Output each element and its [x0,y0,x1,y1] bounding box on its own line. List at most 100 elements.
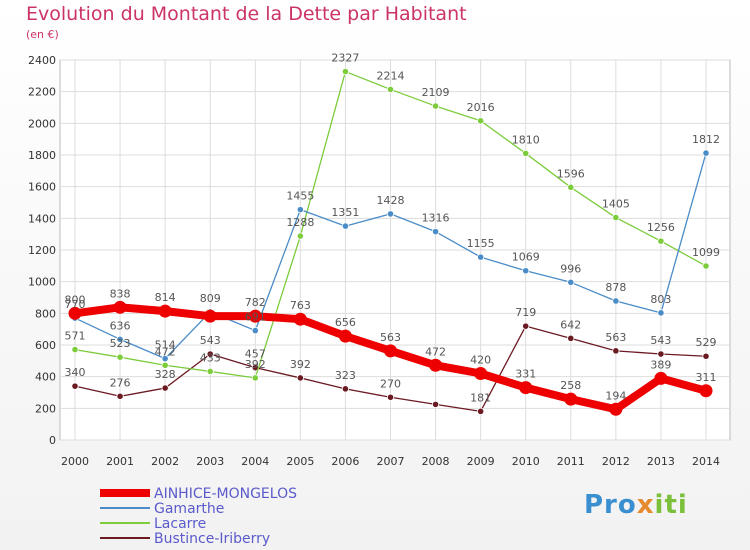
data-label: 2016 [467,101,495,114]
data-point [564,392,578,406]
data-labels: 800 838 814 782 763 656 563 472 420 331 258 194 389 3… [65,52,721,405]
x-tick-label: 2008 [422,455,450,468]
data-label: 642 [560,318,581,331]
data-label: 563 [380,331,401,344]
data-label: 782 [245,296,266,309]
y-tick-label: 800 [35,307,56,320]
data-point [161,384,169,392]
data-point [158,304,172,318]
data-point [612,297,620,305]
data-point [431,228,440,236]
data-point [293,312,307,326]
data-label: 1316 [422,212,450,225]
unit-label: (en €) [26,28,59,41]
y-tick-label: 600 [35,339,56,352]
data-point [341,67,350,76]
data-point [341,222,350,230]
data-label: 181 [470,391,491,404]
y-tick-label: 2200 [28,86,56,99]
x-tick-label: 2012 [602,455,630,468]
data-point [386,393,395,401]
data-point [567,278,575,286]
data-point [477,407,485,415]
data-point [113,300,127,314]
axes: 0 200 400 600 800 1000 1200 1400 1600 1800 2000 220… [28,54,720,468]
data-point [609,402,623,416]
x-tick-label: 2000 [61,455,89,468]
data-label: 800 [65,293,86,306]
x-tick-label: 2009 [467,455,495,468]
legend-label: AINHICE-MONGELOS [154,486,297,502]
data-point [296,232,304,240]
x-tick-label: 2003 [196,455,224,468]
data-label: 472 [425,345,446,358]
data-point [431,400,440,408]
data-point [567,183,575,191]
y-tick-label: 1600 [28,181,56,194]
data-point [116,353,124,361]
data-label: 770 [65,298,86,311]
data-point [251,374,259,382]
data-label: 563 [605,331,626,344]
data-point [68,306,82,320]
data-point [206,350,214,358]
data-point [657,309,665,317]
legend-label: Lacarre [154,516,206,532]
data-point [71,382,79,390]
data-label: 1099 [692,246,720,259]
x-tick-label: 2013 [647,455,675,468]
data-label: 514 [155,339,176,352]
data-label: 258 [560,379,581,392]
data-point [699,384,713,398]
data-point [296,374,304,382]
y-tick-label: 2400 [28,54,56,67]
data-point [477,117,485,125]
data-point [431,102,440,110]
data-point [116,392,124,400]
data-label: 691 [245,311,266,324]
data-point [657,237,665,245]
data-label: 636 [110,319,131,332]
data-point [702,352,710,360]
data-point [657,350,665,358]
data-label: 2214 [377,69,405,82]
data-label: 1405 [602,198,630,211]
data-point [384,344,397,358]
data-label: 2327 [331,52,359,65]
data-point [477,253,485,261]
data-point [341,385,350,393]
legend: AINHICE-MONGELOSGamartheLacarreBustince-… [100,486,297,547]
data-label: 523 [110,337,131,350]
x-tick-label: 2002 [151,455,179,468]
data-point [612,347,620,355]
x-tick-label: 2004 [241,455,269,468]
data-label: 1810 [512,133,540,146]
data-label: 472 [155,345,176,358]
y-tick-label: 1200 [28,244,56,257]
series-lines [68,67,713,416]
data-label: 1812 [692,133,720,146]
data-point [116,335,124,343]
data-label: 1455 [286,190,314,203]
data-point [203,309,217,323]
data-point [248,309,262,323]
y-tick-label: 2000 [28,117,56,130]
data-label: 1069 [512,251,540,264]
grid [60,59,730,441]
data-label: 996 [560,262,581,275]
x-tick-label: 2007 [377,455,405,468]
data-point [161,355,169,363]
x-tick-label: 2005 [286,455,314,468]
legend-label: Bustince-Iriberry [154,531,270,547]
x-tick-label: 2001 [106,455,134,468]
data-point [296,206,304,214]
chart-title: Evolution du Montant de la Dette par Hab… [26,3,467,25]
data-label: 1155 [467,237,495,250]
data-point [522,322,530,330]
data-point [71,345,79,354]
data-label: 194 [605,389,626,402]
x-tick-label: 2006 [331,455,359,468]
data-label: 270 [380,377,401,390]
